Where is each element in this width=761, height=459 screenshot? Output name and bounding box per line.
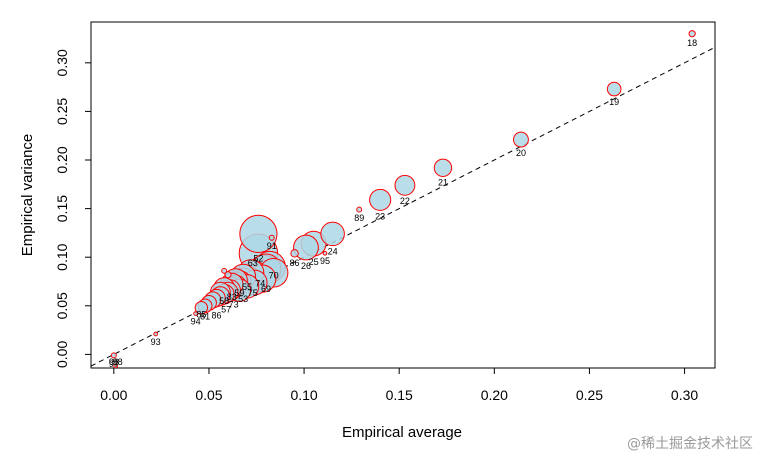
y-tick-label: 0.10 bbox=[54, 243, 70, 270]
point-label: 63 bbox=[248, 258, 258, 268]
x-tick-label: 0.10 bbox=[290, 387, 317, 403]
point-label: 81 bbox=[200, 311, 210, 321]
reference-line bbox=[90, 46, 716, 367]
point-label: 85 bbox=[196, 309, 206, 319]
y-axis-label: Empirical variance bbox=[19, 134, 36, 257]
x-tick-label: 0.25 bbox=[576, 387, 603, 403]
point-label: 86 bbox=[212, 310, 222, 320]
y-tick-label: 0.00 bbox=[54, 341, 70, 368]
point-label: 93 bbox=[151, 337, 161, 347]
x-axis-label: Empirical average bbox=[342, 424, 462, 441]
point-label: 97 bbox=[109, 359, 119, 369]
watermark: @稀土掘金技术社区 bbox=[627, 436, 753, 452]
point-label: 20 bbox=[516, 148, 526, 158]
point-label: 25 bbox=[309, 257, 319, 267]
point-label: 52 bbox=[253, 253, 263, 263]
point-label: 19 bbox=[609, 97, 619, 107]
data-point bbox=[239, 214, 278, 253]
y-tick-label: 0.05 bbox=[54, 292, 70, 319]
data-point bbox=[606, 81, 622, 97]
y-tick-label: 0.20 bbox=[54, 146, 70, 173]
point-label: 59 bbox=[234, 288, 244, 298]
point-label: 24 bbox=[328, 247, 338, 257]
point-label: 69 bbox=[261, 284, 271, 294]
point-label: 26 bbox=[301, 261, 311, 271]
data-point bbox=[322, 250, 328, 256]
data-point bbox=[293, 234, 319, 261]
data-point bbox=[513, 131, 529, 148]
point-label: 58 bbox=[219, 296, 229, 306]
data-point bbox=[369, 188, 392, 211]
point-label: 21 bbox=[438, 177, 448, 187]
data-point bbox=[224, 271, 232, 279]
data-point bbox=[221, 267, 228, 274]
point-label: 98 bbox=[113, 357, 123, 367]
data-point bbox=[110, 352, 117, 359]
data-point bbox=[320, 221, 345, 247]
point-label: 70 bbox=[269, 271, 279, 281]
point-label: 53 bbox=[238, 294, 248, 304]
data-point bbox=[153, 331, 159, 337]
point-label: 55 bbox=[242, 282, 252, 292]
data-point bbox=[268, 234, 275, 241]
point-label: 95 bbox=[320, 256, 330, 266]
point-label: 94 bbox=[191, 316, 201, 326]
x-tick-label: 0.30 bbox=[671, 387, 698, 403]
data-point bbox=[113, 363, 119, 368]
point-label: 74 bbox=[255, 278, 265, 288]
point-label: 91 bbox=[267, 241, 277, 251]
x-tick-label: 0.15 bbox=[386, 387, 413, 403]
point-label: 23 bbox=[375, 211, 385, 221]
x-tick-label: 0.20 bbox=[481, 387, 508, 403]
point-label: 75 bbox=[248, 288, 258, 298]
point-label: 86 bbox=[290, 258, 300, 268]
point-label: 83 bbox=[227, 292, 237, 302]
point-label: 96 bbox=[109, 357, 119, 367]
data-point bbox=[688, 30, 696, 38]
y-tick-label: 0.30 bbox=[54, 49, 70, 76]
point-label: 57 bbox=[221, 305, 231, 315]
data-point bbox=[433, 158, 453, 177]
x-tick-label: 0.05 bbox=[195, 387, 222, 403]
data-point bbox=[394, 174, 416, 196]
plot-frame bbox=[90, 21, 716, 369]
data-point bbox=[290, 249, 299, 258]
y-tick-label: 0.25 bbox=[54, 98, 70, 125]
point-label: 89 bbox=[354, 213, 364, 223]
y-tick-label: 0.15 bbox=[54, 195, 70, 222]
x-tick-label: 0.00 bbox=[100, 387, 127, 403]
point-label: 18 bbox=[687, 38, 697, 48]
point-label: 22 bbox=[400, 196, 410, 206]
data-point bbox=[356, 206, 363, 213]
plot-area: 0.00 0.05 0.10 0.15 0.20 0.25 0.30 0.00 0.05 0.10… bbox=[54, 21, 716, 403]
point-label: 73 bbox=[229, 300, 239, 310]
data-point bbox=[193, 311, 198, 316]
data-point bbox=[194, 301, 209, 315]
